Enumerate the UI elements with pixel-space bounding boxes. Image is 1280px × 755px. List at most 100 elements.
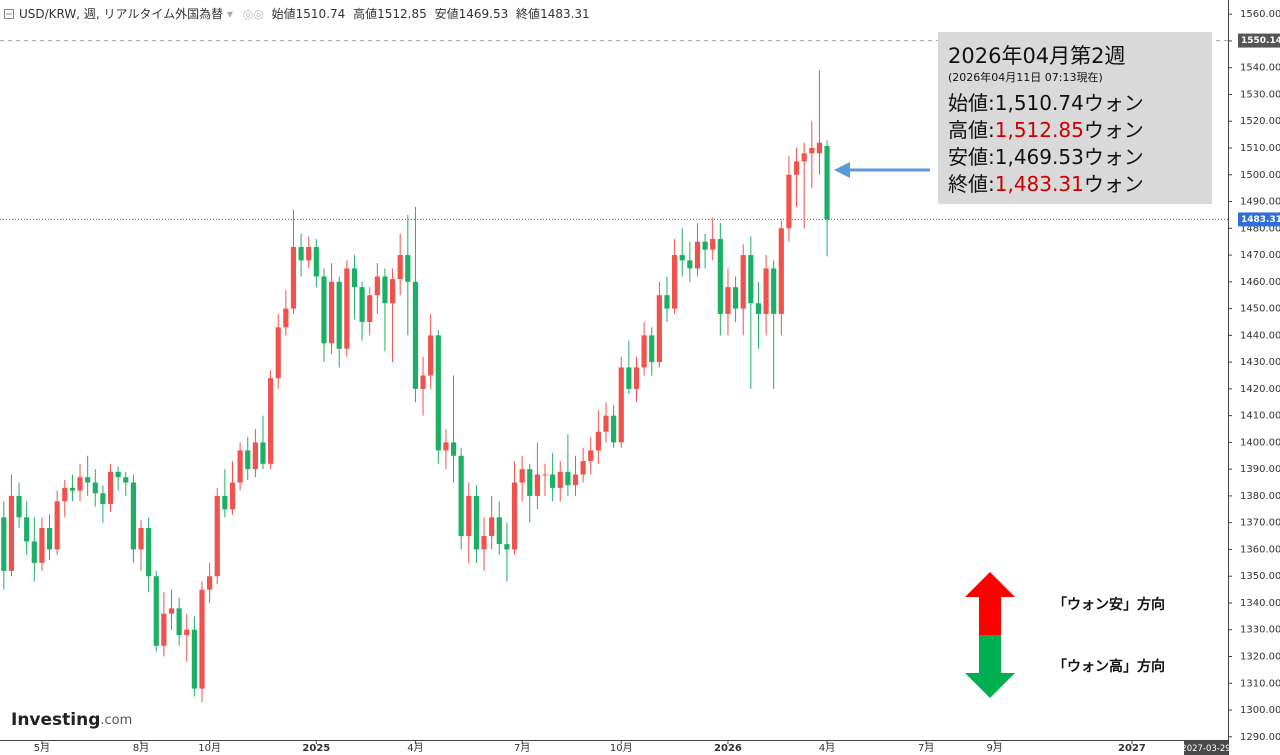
dropdown-icon[interactable]: ▾: [227, 7, 233, 21]
candle-body: [222, 495, 228, 510]
candle-body: [489, 517, 495, 537]
candle-body: [732, 287, 739, 309]
candle-body: [184, 629, 190, 636]
y-tick-label: 1400.00: [1240, 437, 1280, 448]
axes: 1290.00 1300.00 1310.00 1320.00 1330.00 1340.…: [34, 9, 1280, 755]
collapse-icon[interactable]: [4, 9, 14, 19]
candle-body: [138, 528, 144, 550]
candle-body: [39, 528, 45, 563]
candle-body: [748, 255, 754, 304]
price-line-box: [1238, 33, 1280, 48]
candle-body: [786, 174, 792, 229]
candle-body: [809, 148, 815, 154]
candle-body: [275, 327, 281, 379]
candle-body: [405, 255, 411, 282]
candle-body: [428, 335, 434, 376]
candle-body: [321, 276, 327, 344]
watermark-suffix: .com: [100, 713, 132, 728]
candle-body: [649, 335, 655, 363]
x-tick-label: 7月: [918, 742, 934, 754]
candle-body: [557, 471, 563, 488]
candle-body: [16, 495, 22, 518]
candle-body: [755, 303, 762, 314]
candle-body: [702, 241, 708, 250]
candle-body: [229, 482, 236, 510]
y-tick-label: 1440.00: [1240, 330, 1280, 341]
up-arrow: [965, 572, 1015, 635]
candle-body: [54, 501, 60, 550]
y-tick-label: 1300.00: [1240, 705, 1280, 716]
ohlc-label: 高値: [353, 6, 377, 21]
candle-body: [801, 153, 807, 162]
candle-body: [763, 268, 769, 314]
candle-body: [618, 367, 624, 443]
candle-body: [527, 469, 533, 496]
candle-body: [740, 255, 746, 309]
candle-body: [793, 161, 800, 175]
price-line-label: 1550.14: [1241, 36, 1280, 46]
info-label: 終値:: [948, 172, 995, 196]
y-tick-label: 1480.00: [1240, 223, 1280, 234]
candle-body: [679, 255, 685, 261]
x-tick-label: 9月: [987, 742, 1003, 754]
candle-body: [458, 455, 464, 537]
candle-body: [443, 442, 449, 451]
info-value: 1,469.53: [995, 145, 1084, 169]
info-value: 1,510.74: [995, 91, 1084, 115]
candle-body: [191, 629, 197, 689]
x-tick-label: 10月: [610, 742, 633, 754]
x-tick-label: 8月: [133, 742, 149, 754]
info-title: 2026年04月第2週: [948, 44, 1126, 68]
info-label: 始値:: [948, 91, 995, 115]
y-tick-label: 1330.00: [1240, 625, 1280, 636]
candle-body: [481, 536, 487, 550]
candle-body: [717, 238, 723, 314]
candle-body: [298, 247, 304, 261]
visibility-icon[interactable]: ◎◎: [243, 7, 264, 21]
y-tick-label: 1390.00: [1240, 464, 1280, 475]
candle-body: [595, 431, 601, 451]
candle-body: [382, 276, 388, 304]
candle-body: [580, 461, 586, 475]
x-tick-label: 4月: [407, 742, 423, 754]
x-tick-label: 7月: [514, 742, 530, 754]
cursor-date-box: [1184, 741, 1228, 755]
candle-body: [351, 268, 358, 288]
candle-body: [603, 415, 609, 432]
candle-body: [85, 477, 91, 483]
ohlc-value: 1512.85: [377, 7, 427, 21]
candle-body: [306, 247, 312, 261]
ohlc-value: 1483.31: [540, 7, 590, 21]
y-tick-label: 1430.00: [1240, 357, 1280, 368]
candle-body: [153, 576, 159, 646]
watermark-brand: Investing: [11, 710, 100, 730]
candle-body: [268, 378, 274, 464]
candle-body: [511, 482, 518, 550]
candle-body: [8, 495, 15, 571]
info-row: 始値:1,510.74ウォン: [948, 91, 1144, 115]
symbol-title: USD/KRW, 週, リアルタイム外国為替: [19, 7, 223, 21]
info-label: 高値:: [948, 118, 995, 142]
y-tick-label: 1540.00: [1240, 63, 1280, 74]
candle-body: [588, 450, 594, 462]
candle-body: [168, 608, 175, 614]
candle-body: [664, 295, 670, 309]
y-tick-label: 1340.00: [1240, 598, 1280, 609]
y-tick-label: 1450.00: [1240, 304, 1280, 315]
x-tick-label: 2027: [1118, 743, 1146, 754]
candle-body: [519, 469, 525, 483]
y-tick-label: 1320.00: [1240, 651, 1280, 662]
candle-body: [420, 375, 426, 389]
candle-body: [725, 287, 731, 314]
candle-body: [24, 517, 30, 542]
y-tick-label: 1520.00: [1240, 116, 1280, 127]
candle-body: [656, 295, 662, 363]
plot-area: [0, 40, 1228, 702]
info-note: (2026年04月11日 07:13現在): [948, 70, 1103, 84]
candle-body: [626, 367, 632, 389]
y-axis-area: [1228, 0, 1280, 755]
candle-body: [207, 576, 213, 590]
x-tick-label: 4月: [819, 742, 835, 754]
candle-body: [672, 255, 678, 309]
